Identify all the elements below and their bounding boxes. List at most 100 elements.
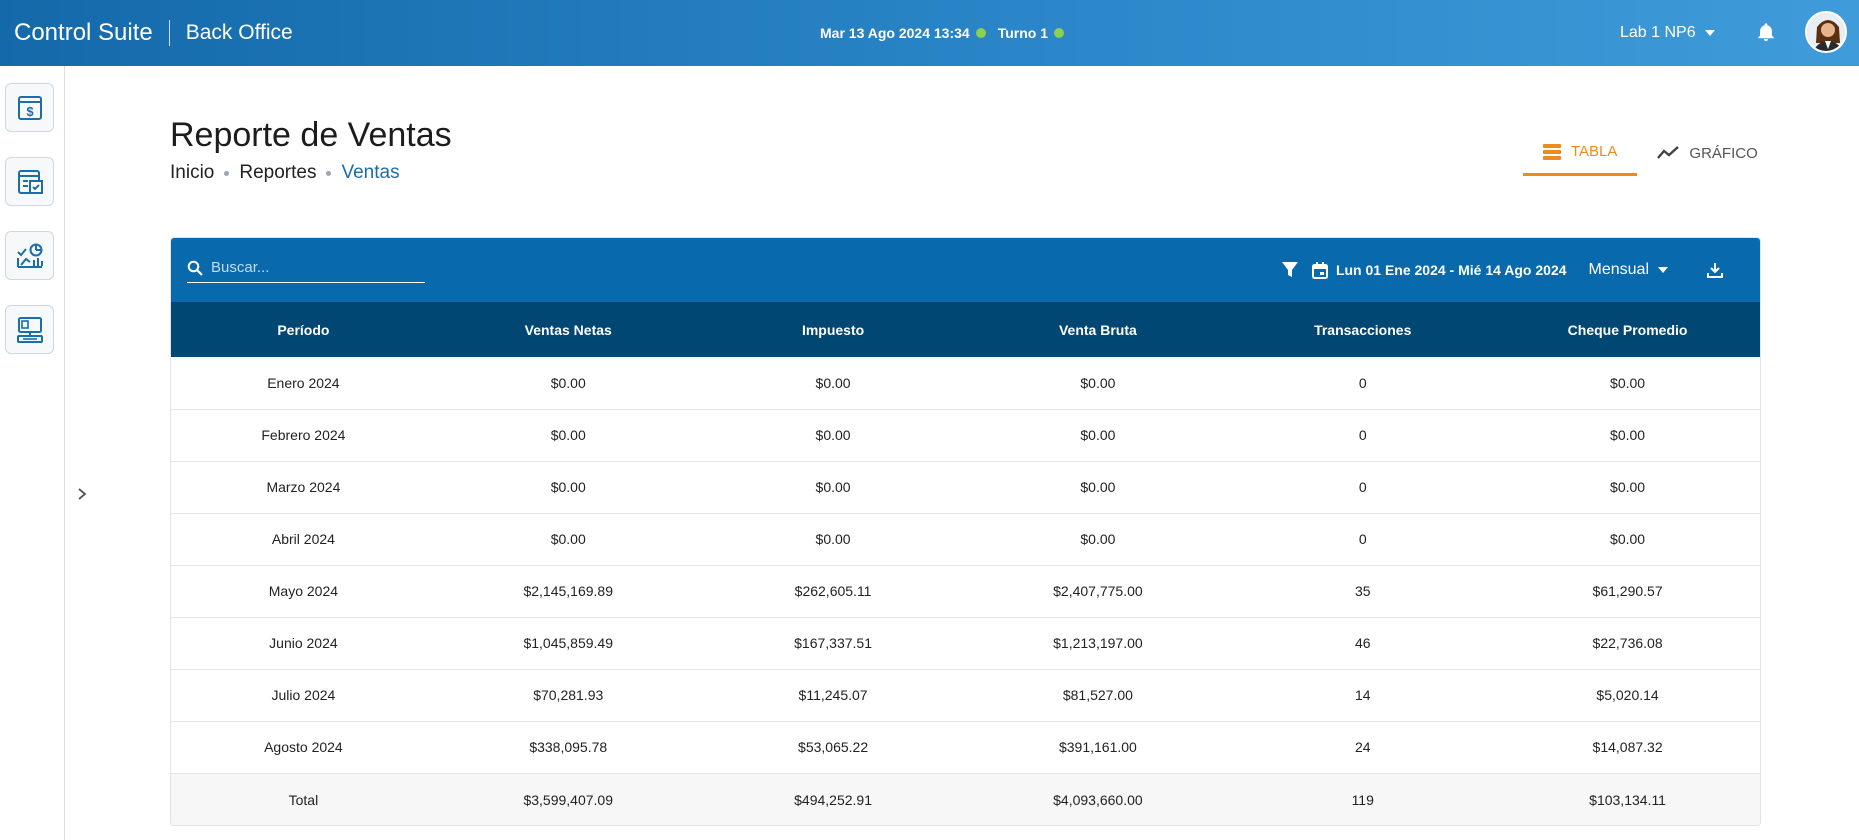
cell-tax: $0.00 bbox=[815, 374, 851, 391]
table-row: Marzo 2024 $0.00 $0.00 $0.00 0 $0.00 bbox=[171, 461, 1760, 513]
total-transactions: 119 bbox=[1351, 791, 1374, 808]
table-list-icon bbox=[1543, 143, 1561, 160]
store-name: Lab 1 NP6 bbox=[1620, 24, 1696, 41]
cell-transactions: 24 bbox=[1354, 739, 1371, 755]
shift-status-dot bbox=[1053, 28, 1064, 38]
table-row: Julio 2024 $70,281.93 $11,245.07 $81,527… bbox=[171, 669, 1760, 721]
cell-tax: $53,065.22 bbox=[798, 739, 869, 755]
avatar[interactable] bbox=[1805, 11, 1847, 53]
table-row: Agosto 2024 $338,095.78 $53,065.22 $391,… bbox=[171, 721, 1760, 773]
column-header-average-check[interactable]: Cheque Promedio bbox=[1567, 321, 1688, 338]
page-title: Reporte de Ventas bbox=[170, 116, 452, 154]
cell-average-check: $0.00 bbox=[1610, 479, 1646, 495]
calendar-icon bbox=[1311, 261, 1328, 279]
cell-tax: $0.00 bbox=[815, 531, 851, 547]
table-header-row: Período Ventas Netas Impuesto Venta Brut… bbox=[171, 302, 1760, 357]
breadcrumb-reportes[interactable]: Reportes bbox=[239, 162, 317, 183]
cell-transactions: 0 bbox=[1358, 479, 1367, 495]
view-tabs: TABLA GRÁFICO bbox=[1523, 130, 1778, 176]
breadcrumb-inicio[interactable]: Inicio bbox=[170, 162, 215, 183]
cell-average-check: $14,087.32 bbox=[1592, 739, 1663, 755]
total-average-check: $103,134.11 bbox=[1589, 791, 1666, 808]
cell-average-check: $5,020.14 bbox=[1596, 687, 1659, 703]
sidebar-item-reports[interactable] bbox=[5, 231, 54, 280]
tab-chart[interactable]: GRÁFICO bbox=[1637, 130, 1777, 176]
brand-divider bbox=[168, 20, 170, 46]
search-input[interactable] bbox=[211, 259, 411, 276]
sidebar-item-register[interactable] bbox=[5, 157, 54, 206]
cell-period: Agosto 2024 bbox=[264, 739, 343, 755]
sidebar-item-sales[interactable]: $ bbox=[5, 83, 54, 132]
tab-table[interactable]: TABLA bbox=[1523, 130, 1638, 176]
brand: Control Suite Back Office bbox=[14, 0, 293, 66]
cell-transactions: 14 bbox=[1354, 687, 1371, 703]
cell-net-sales: $338,095.78 bbox=[529, 739, 608, 755]
cell-gross-sales: $0.00 bbox=[1080, 479, 1116, 495]
cell-gross-sales: $391,161.00 bbox=[1058, 739, 1137, 755]
sales-icon: $ bbox=[17, 95, 42, 120]
column-header-period[interactable]: Período bbox=[277, 321, 330, 338]
total-label: Total bbox=[288, 791, 319, 808]
cell-period: Junio 2024 bbox=[269, 635, 338, 651]
chevron-down-icon bbox=[1704, 30, 1715, 36]
reports-chart-icon bbox=[16, 243, 43, 268]
cell-transactions: 0 bbox=[1358, 531, 1367, 547]
report-card: Lun 01 Ene 2024 - Mié 14 Ago 2024 Mensua… bbox=[170, 237, 1761, 826]
download-icon[interactable] bbox=[1706, 261, 1724, 279]
user-avatar-icon bbox=[1807, 13, 1845, 51]
svg-text:$: $ bbox=[26, 104, 34, 119]
column-header-net-sales[interactable]: Ventas Netas bbox=[524, 321, 612, 338]
date-range-picker[interactable]: Lun 01 Ene 2024 - Mié 14 Ago 2024 bbox=[1311, 261, 1567, 279]
line-chart-icon bbox=[1657, 146, 1680, 159]
table-total-row: Total $3,599,407.09 $494,252.91 $4,093,6… bbox=[171, 773, 1760, 825]
cell-period: Julio 2024 bbox=[271, 687, 336, 703]
chevron-right-icon[interactable] bbox=[75, 486, 89, 502]
cell-gross-sales: $0.00 bbox=[1080, 374, 1116, 391]
table-row: Enero 2024 $0.00 $0.00 $0.00 0 $0.00 bbox=[171, 357, 1760, 409]
cell-transactions: 35 bbox=[1354, 583, 1371, 599]
total-net-sales: $3,599,407.09 bbox=[523, 791, 613, 808]
total-tax: $494,252.91 bbox=[794, 791, 872, 808]
cell-tax: $0.00 bbox=[815, 427, 851, 443]
pos-terminal-icon bbox=[16, 316, 43, 343]
sidebar-item-pos[interactable] bbox=[5, 305, 54, 354]
cell-tax: $167,337.51 bbox=[794, 635, 872, 651]
cell-transactions: 46 bbox=[1354, 635, 1371, 651]
cell-gross-sales: $81,527.00 bbox=[1062, 687, 1133, 703]
chevron-down-icon bbox=[1658, 267, 1668, 273]
period-select[interactable]: Mensual bbox=[1589, 261, 1668, 279]
sidebar: $ bbox=[0, 66, 65, 840]
search-box bbox=[187, 253, 425, 283]
date-range-text: Lun 01 Ene 2024 - Mié 14 Ago 2024 bbox=[1335, 262, 1567, 278]
breadcrumb-ventas: Ventas bbox=[341, 162, 400, 183]
current-datetime: Mar 13 Ago 2024 13:34 bbox=[820, 25, 970, 41]
total-gross-sales: $4,093,660.00 bbox=[1053, 791, 1143, 808]
cell-net-sales: $1,045,859.49 bbox=[523, 635, 613, 651]
datetime-status-dot bbox=[975, 28, 986, 38]
app-name[interactable]: Control Suite bbox=[14, 19, 153, 46]
filter-icon[interactable] bbox=[1280, 260, 1300, 280]
column-header-gross-sales[interactable]: Venta Bruta bbox=[1058, 321, 1137, 338]
section-name: Back Office bbox=[185, 21, 293, 44]
cell-period: Enero 2024 bbox=[267, 374, 340, 391]
tab-table-label: TABLA bbox=[1571, 143, 1618, 160]
store-selector[interactable]: Lab 1 NP6 bbox=[1620, 0, 1715, 66]
column-header-tax[interactable]: Impuesto bbox=[801, 321, 865, 338]
cell-gross-sales: $0.00 bbox=[1080, 531, 1116, 547]
register-icon bbox=[17, 169, 43, 194]
cell-average-check: $22,736.08 bbox=[1592, 635, 1663, 651]
cell-net-sales: $0.00 bbox=[550, 427, 586, 443]
cell-gross-sales: $0.00 bbox=[1080, 427, 1116, 443]
cell-average-check: $0.00 bbox=[1610, 531, 1646, 547]
sales-table: Período Ventas Netas Impuesto Venta Brut… bbox=[171, 302, 1760, 825]
cell-net-sales: $0.00 bbox=[550, 531, 586, 547]
cell-period: Abril 2024 bbox=[271, 531, 335, 547]
cell-net-sales: $0.00 bbox=[550, 374, 586, 391]
bell-icon[interactable] bbox=[1755, 20, 1777, 44]
period-value: Mensual bbox=[1588, 261, 1649, 278]
cell-tax: $262,605.11 bbox=[794, 583, 872, 599]
column-header-transactions[interactable]: Transacciones bbox=[1314, 321, 1412, 338]
cell-average-check: $61,290.57 bbox=[1592, 583, 1663, 599]
breadcrumb-separator bbox=[326, 170, 332, 176]
tab-chart-label: GRÁFICO bbox=[1689, 144, 1758, 162]
